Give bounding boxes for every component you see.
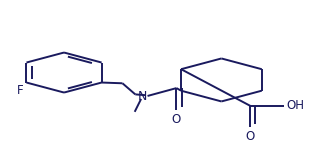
Text: F: F: [17, 84, 23, 97]
Text: O: O: [246, 130, 255, 143]
Text: O: O: [172, 112, 181, 125]
Text: N: N: [138, 90, 147, 103]
Text: OH: OH: [287, 99, 305, 112]
